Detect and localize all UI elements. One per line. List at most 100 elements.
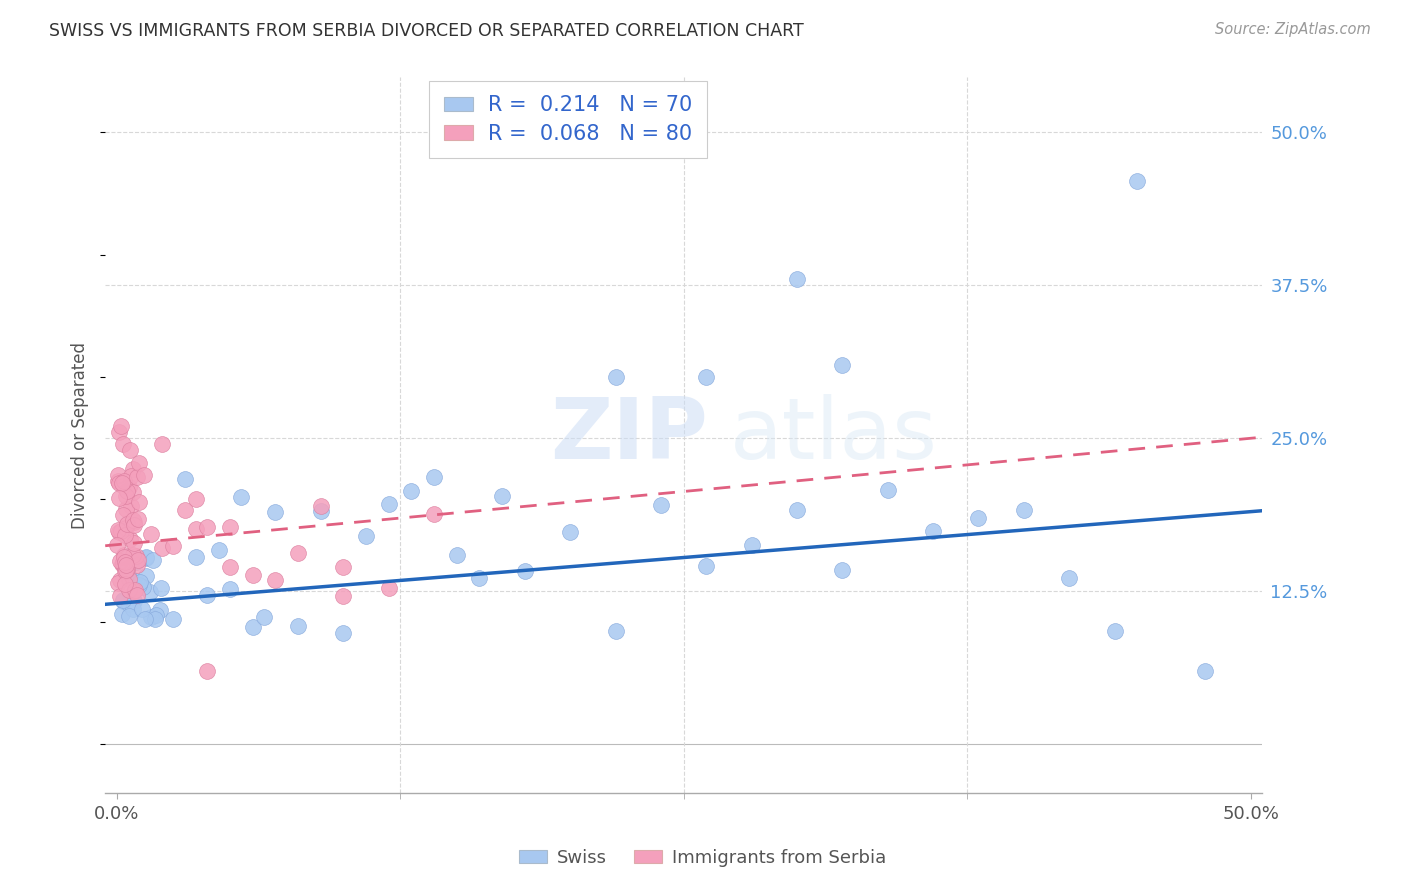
Point (114, 564, 136, 578)
Point (110, 524, 132, 538)
Point (120, 469, 142, 483)
Point (108, 589, 131, 603)
Point (117, 570, 139, 584)
Point (231, 490, 253, 504)
Point (145, 608, 167, 623)
Text: ZIP: ZIP (551, 393, 709, 476)
Point (114, 502, 136, 516)
Point (134, 612, 156, 626)
Point (115, 489, 138, 503)
Point (117, 560, 139, 574)
Y-axis label: Divorced or Separated: Divorced or Separated (72, 342, 89, 529)
Point (107, 575, 129, 590)
Point (112, 474, 135, 488)
Point (131, 601, 153, 615)
Point (135, 568, 157, 582)
Point (423, 470, 446, 484)
Point (117, 598, 139, 612)
Point (1057, 571, 1080, 585)
Point (124, 515, 146, 529)
Point (127, 512, 149, 526)
Point (513, 564, 536, 578)
Point (114, 555, 136, 569)
Point (219, 582, 242, 596)
Point (107, 474, 129, 488)
Point (111, 508, 134, 523)
Point (115, 562, 138, 576)
Point (118, 553, 141, 567)
Point (118, 480, 141, 494)
Point (195, 520, 218, 534)
Point (122, 602, 145, 616)
Point (150, 437, 173, 451)
Point (184, 522, 207, 536)
Point (110, 419, 132, 434)
Point (242, 568, 264, 582)
Point (207, 542, 229, 557)
Point (124, 549, 146, 564)
Point (1194, 664, 1216, 678)
Point (143, 612, 166, 626)
Point (127, 553, 149, 567)
Point (127, 589, 149, 603)
Point (309, 503, 332, 517)
Point (401, 484, 423, 499)
Point (108, 491, 131, 506)
Point (115, 484, 138, 499)
Point (118, 582, 141, 597)
Point (122, 594, 145, 608)
Point (120, 499, 142, 513)
Point (650, 499, 672, 513)
Point (149, 603, 172, 617)
Point (115, 558, 138, 573)
Point (831, 563, 853, 577)
Point (150, 541, 173, 555)
Point (115, 521, 138, 535)
Point (108, 573, 131, 587)
Point (1012, 503, 1035, 517)
Point (195, 664, 218, 678)
Point (125, 574, 148, 588)
Point (120, 443, 142, 458)
Point (560, 524, 582, 539)
Point (184, 492, 207, 507)
Point (173, 502, 195, 516)
Point (115, 563, 138, 577)
Point (111, 557, 134, 571)
Point (139, 610, 162, 624)
Point (108, 475, 131, 490)
Point (121, 462, 143, 476)
Point (111, 475, 134, 490)
Text: atlas: atlas (730, 393, 938, 476)
Point (111, 607, 134, 621)
Point (195, 588, 218, 602)
Point (107, 468, 129, 483)
Point (446, 548, 468, 562)
Point (105, 538, 128, 552)
Point (922, 524, 945, 538)
Point (112, 594, 135, 608)
Point (219, 559, 242, 574)
Point (128, 574, 150, 589)
Point (332, 625, 354, 640)
Point (468, 571, 491, 585)
Point (605, 370, 627, 384)
Point (122, 485, 145, 500)
Point (741, 538, 763, 552)
Point (139, 585, 162, 599)
Point (112, 550, 135, 565)
Point (112, 437, 135, 451)
Point (695, 370, 717, 384)
Point (287, 545, 309, 559)
Point (125, 469, 148, 483)
Point (108, 425, 131, 439)
Point (128, 456, 150, 470)
Point (1104, 624, 1126, 638)
Point (184, 549, 207, 564)
Point (162, 539, 184, 553)
Point (831, 358, 853, 372)
Point (112, 479, 135, 493)
Point (253, 609, 276, 624)
Point (605, 624, 627, 638)
Point (122, 513, 145, 527)
